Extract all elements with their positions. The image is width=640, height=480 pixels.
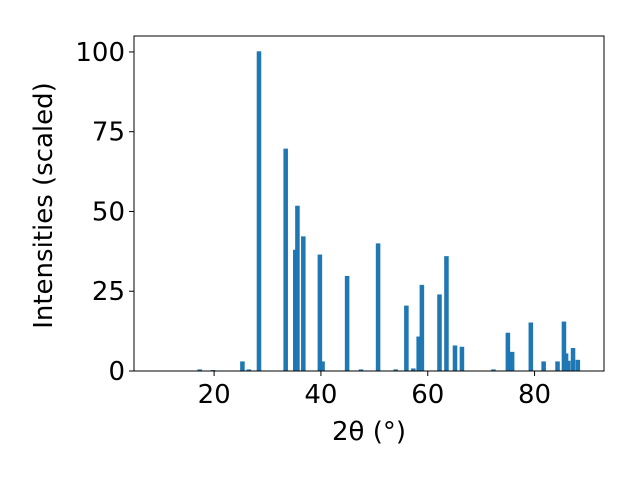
bars-group [197,51,581,372]
bar [459,346,465,371]
bar [565,360,571,371]
bar [344,275,350,371]
y-axis-label: Intensities (scaled) [29,82,59,329]
bar [509,351,515,371]
bar [295,205,300,371]
x-tick-label: 40 [304,380,337,410]
bar [256,51,262,372]
bar [570,348,576,371]
bar [452,345,458,371]
bar [505,332,511,371]
y-tick-label: 50 [92,197,125,227]
bar [317,254,323,371]
bar [411,368,416,371]
bar [416,336,421,371]
y-tick-label: 25 [92,277,125,307]
plot-frame [133,35,605,372]
x-tick-label: 80 [518,380,551,410]
bar [555,361,560,371]
x-axis-ticks: 20 40 60 80 [198,371,551,410]
bar [393,369,398,371]
bar [197,369,202,371]
y-tick-label: 0 [108,357,125,387]
bar [404,305,409,371]
bar [491,369,496,371]
y-tick-label: 75 [92,118,125,148]
y-axis-ticks: 0 25 50 75 100 [75,38,134,387]
bar [437,294,442,371]
bar [419,284,425,371]
bar [561,321,567,371]
y-tick-label: 100 [75,38,125,68]
bar [301,236,306,371]
bar [240,361,245,371]
bar [444,256,449,371]
bar [575,359,581,371]
bar [358,369,364,371]
bar [528,322,534,371]
x-tick-label: 60 [411,380,444,410]
x-axis-label: 2θ (°) [332,417,406,447]
x-tick-label: 20 [198,380,231,410]
bar [541,361,546,371]
bar [375,243,381,371]
bar [246,369,252,371]
bar [283,148,288,371]
bar [320,361,325,371]
